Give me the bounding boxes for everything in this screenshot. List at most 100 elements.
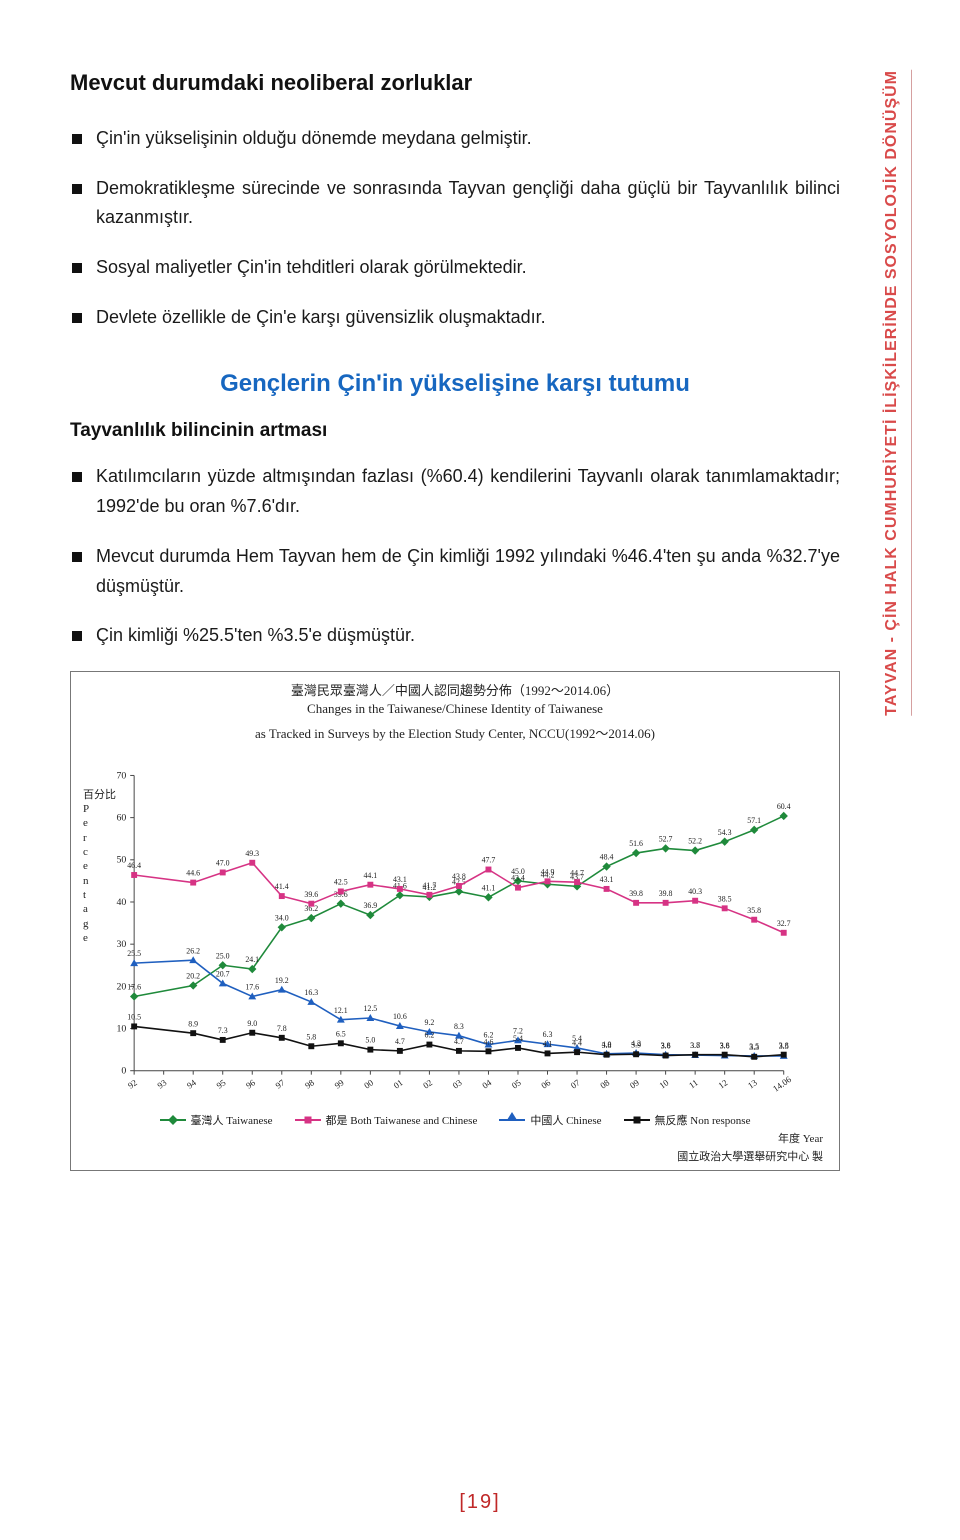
- svg-text:52.2: 52.2: [688, 837, 702, 846]
- svg-text:43.8: 43.8: [452, 872, 466, 881]
- svg-text:16.3: 16.3: [304, 988, 318, 997]
- bullet-list-b: Katılımcıların yüzde altmışından fazlası…: [70, 462, 840, 650]
- svg-text:43.1: 43.1: [393, 875, 407, 884]
- legend-item-both: 都是 Both Taiwanese and Chinese: [295, 1112, 478, 1128]
- svg-text:47.7: 47.7: [482, 855, 496, 864]
- svg-text:13: 13: [746, 1077, 759, 1091]
- svg-text:4.6: 4.6: [484, 1037, 494, 1046]
- svg-text:14.06: 14.06: [771, 1074, 794, 1094]
- x-axis-label: 年度 Year: [778, 1130, 823, 1146]
- svg-text:20.7: 20.7: [216, 969, 230, 978]
- svg-text:51.6: 51.6: [629, 839, 643, 848]
- list-item: Demokratikleşme sürecinde ve sonrasında …: [70, 174, 840, 233]
- svg-text:96: 96: [244, 1077, 257, 1091]
- svg-text:40.3: 40.3: [688, 887, 702, 896]
- svg-text:46.4: 46.4: [127, 861, 141, 870]
- svg-text:05: 05: [510, 1077, 523, 1091]
- legend-item-nonresp: 無反應 Non response: [624, 1112, 751, 1128]
- svg-text:44.9: 44.9: [541, 867, 555, 876]
- svg-text:39.6: 39.6: [304, 890, 318, 899]
- svg-text:98: 98: [303, 1077, 316, 1091]
- svg-text:09: 09: [628, 1077, 641, 1091]
- svg-text:34.0: 34.0: [275, 913, 289, 922]
- legend-item-taiwanese: 臺灣人 Taiwanese: [160, 1112, 273, 1128]
- svg-text:7.8: 7.8: [277, 1024, 287, 1033]
- svg-text:41.7: 41.7: [423, 881, 437, 890]
- svg-text:54.3: 54.3: [718, 828, 732, 837]
- svg-text:06: 06: [539, 1077, 552, 1091]
- identity-chart: 臺灣民眾臺灣人／中國人認同趨勢分佈（1992～2014.06） Changes …: [70, 671, 840, 1171]
- svg-text:3.3: 3.3: [749, 1043, 759, 1052]
- svg-text:8.9: 8.9: [188, 1019, 198, 1028]
- svg-text:93: 93: [155, 1077, 168, 1091]
- svg-text:32.7: 32.7: [777, 919, 791, 928]
- svg-text:10.6: 10.6: [393, 1012, 407, 1021]
- svg-text:26.2: 26.2: [186, 946, 200, 955]
- svg-text:10: 10: [657, 1077, 670, 1091]
- svg-text:6.5: 6.5: [336, 1029, 346, 1038]
- list-item: Sosyal maliyetler Çin'in tehditleri olar…: [70, 253, 840, 283]
- svg-text:6.3: 6.3: [543, 1030, 553, 1039]
- svg-text:00: 00: [362, 1077, 375, 1091]
- svg-text:38.5: 38.5: [718, 894, 732, 903]
- svg-text:19.2: 19.2: [275, 976, 289, 985]
- svg-text:07: 07: [569, 1077, 582, 1091]
- svg-text:02: 02: [421, 1077, 434, 1090]
- svg-text:24.1: 24.1: [245, 955, 259, 964]
- svg-text:03: 03: [451, 1077, 464, 1091]
- svg-text:5.0: 5.0: [365, 1036, 375, 1045]
- svg-text:70: 70: [116, 770, 126, 781]
- svg-text:01: 01: [392, 1077, 405, 1090]
- svg-text:43.4: 43.4: [511, 874, 525, 883]
- sub-sub-heading: Tayvanlılık bilincinin artması: [70, 420, 840, 442]
- chart-svg: 0102030405060709293949596979899000102030…: [81, 748, 829, 1108]
- svg-text:4.7: 4.7: [454, 1037, 464, 1046]
- svg-text:39.8: 39.8: [629, 889, 643, 898]
- svg-text:60.4: 60.4: [777, 802, 791, 811]
- svg-text:3.6: 3.6: [661, 1042, 671, 1051]
- svg-text:42.5: 42.5: [334, 877, 348, 886]
- svg-text:52.7: 52.7: [659, 834, 673, 843]
- svg-text:17.6: 17.6: [127, 982, 141, 991]
- svg-text:41.1: 41.1: [482, 883, 496, 892]
- svg-text:60: 60: [116, 812, 126, 823]
- svg-text:43.1: 43.1: [600, 875, 614, 884]
- y-axis-label: 百分比 Percentage: [83, 788, 116, 945]
- svg-text:12.1: 12.1: [334, 1006, 348, 1015]
- svg-text:4.1: 4.1: [543, 1039, 553, 1048]
- svg-text:17.6: 17.6: [245, 982, 259, 991]
- svg-text:20.2: 20.2: [186, 971, 200, 980]
- svg-text:57.1: 57.1: [747, 816, 761, 825]
- svg-text:5.8: 5.8: [306, 1032, 316, 1041]
- svg-text:40: 40: [116, 897, 126, 908]
- svg-text:41.4: 41.4: [275, 882, 289, 891]
- svg-text:44.7: 44.7: [570, 868, 584, 877]
- svg-text:5.4: 5.4: [513, 1034, 523, 1043]
- svg-text:35.8: 35.8: [747, 906, 761, 915]
- page-number: [19]: [459, 1491, 500, 1514]
- svg-text:12.5: 12.5: [363, 1004, 377, 1013]
- svg-text:6.2: 6.2: [424, 1031, 434, 1040]
- vertical-section-label: TAYVAN - ÇİN HALK CUMHURİYETİ İLİŞKİLERİ…: [883, 70, 912, 716]
- svg-text:3.9: 3.9: [631, 1040, 641, 1049]
- legend-item-chinese: 中國人 Chinese: [499, 1112, 601, 1128]
- section-heading: Mevcut durumdaki neoliberal zorluklar: [70, 70, 840, 96]
- svg-text:30: 30: [116, 939, 126, 950]
- svg-text:25.5: 25.5: [127, 949, 141, 958]
- chart-plot-area: 百分比 Percentage 0102030405060709293949596…: [81, 748, 829, 1108]
- svg-text:4.4: 4.4: [572, 1038, 582, 1047]
- svg-text:3.8: 3.8: [779, 1041, 789, 1050]
- svg-text:50: 50: [116, 855, 126, 866]
- svg-text:36.9: 36.9: [363, 901, 377, 910]
- svg-text:3.8: 3.8: [602, 1041, 612, 1050]
- list-item: Devlete özellikle de Çin'e karşı güvensi…: [70, 303, 840, 333]
- sub-heading: Gençlerin Çin'in yükselişine karşı tutum…: [70, 370, 840, 398]
- chart-title-en-1: Changes in the Taiwanese/Chinese Identit…: [81, 701, 829, 717]
- svg-text:48.4: 48.4: [600, 853, 614, 862]
- svg-text:49.3: 49.3: [245, 849, 259, 858]
- svg-text:97: 97: [274, 1077, 287, 1091]
- svg-text:92: 92: [126, 1077, 139, 1090]
- svg-text:10: 10: [116, 1023, 126, 1034]
- chart-title-en-2: as Tracked in Surveys by the Election St…: [81, 723, 829, 742]
- svg-text:95: 95: [215, 1077, 228, 1091]
